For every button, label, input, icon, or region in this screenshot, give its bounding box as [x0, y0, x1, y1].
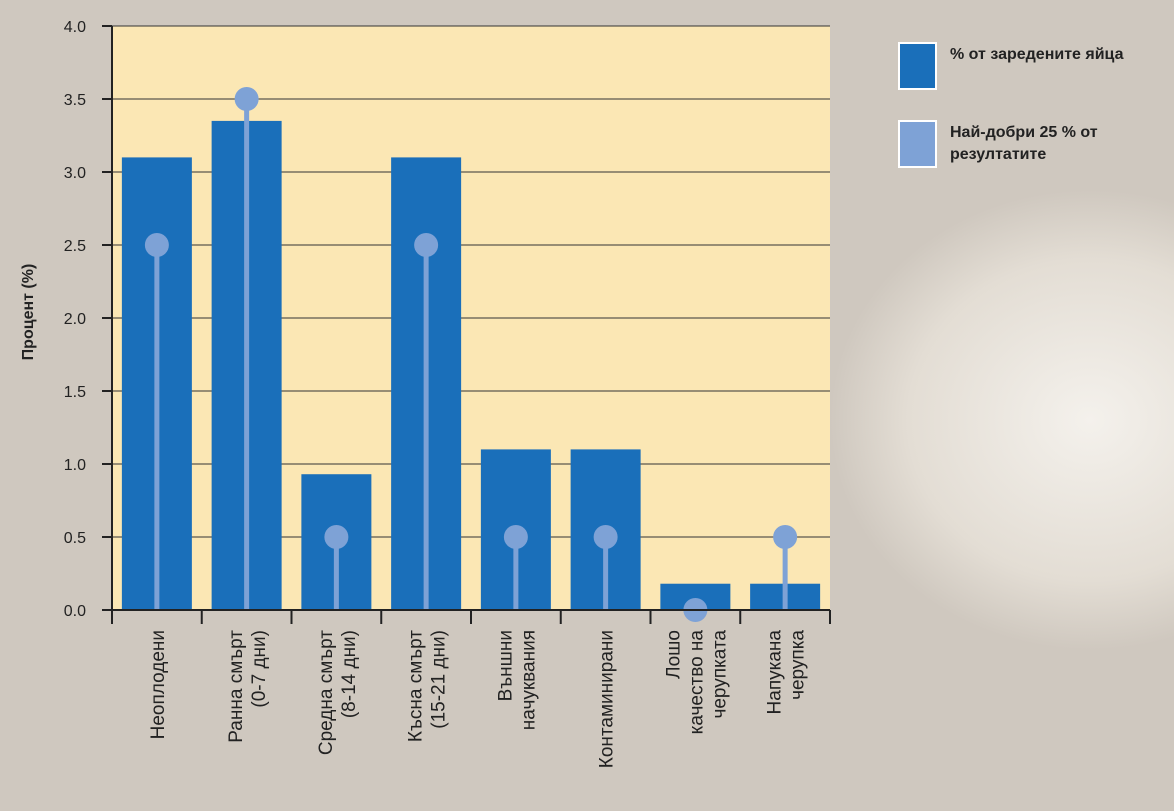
legend-label-best-25: Най-добри 25 % от резултатите — [950, 124, 1098, 163]
y-tick-label: 2.5 — [64, 238, 86, 255]
x-tick-label-line: Средна смърт — [316, 630, 337, 755]
y-tick-label: 0.0 — [64, 603, 86, 620]
legend: % от заредените яйца Най-добри 25 % от р… — [898, 42, 1168, 198]
x-tick-label: Средна смърт (8-14 дни) — [316, 630, 360, 755]
x-tick-label-line: Ранна смърт — [226, 630, 247, 743]
x-tick-label: Контаминирани — [597, 630, 618, 768]
x-tick-label-line: (0-7 дни) — [249, 630, 270, 708]
x-tick-label-line: Късна смърт — [406, 630, 427, 742]
x-tick-label: Напукана черупка — [765, 630, 809, 715]
y-tick-label: 4.0 — [64, 19, 86, 36]
x-tick-label: Ранна смърт (0-7 дни) — [226, 630, 270, 743]
x-tick-label: Външни начуквания — [495, 630, 539, 730]
legend-item-loaded-eggs: % от заредените яйца — [898, 42, 1168, 106]
lollipop-point — [234, 87, 259, 111]
legend-swatch-loaded-eggs — [898, 42, 937, 90]
lollipop-point — [773, 525, 798, 549]
legend-swatch-best-25 — [898, 120, 937, 168]
x-tick-label-line: (15-21 дни) — [429, 630, 450, 729]
y-tick-label: 1.5 — [64, 384, 86, 401]
lollipop-point — [144, 233, 169, 257]
x-tick-label-line: Неоплодени — [148, 630, 169, 739]
lollipop-point — [324, 525, 349, 549]
lollipop-point — [503, 525, 528, 549]
x-tick-label-line: (8-14 дни) — [339, 630, 360, 718]
y-tick-label: 0.5 — [64, 530, 86, 547]
x-tick-label: Неоплодени — [148, 630, 169, 739]
x-tick-label: Лошо качество на черупката — [663, 630, 730, 735]
x-tick-label-line: Външни — [495, 630, 516, 701]
x-tick-label: Късна смърт (15-21 дни) — [406, 630, 450, 742]
x-tick-label-line: черупката — [709, 630, 730, 719]
x-tick-label-line: Лошо — [663, 630, 684, 679]
legend-item-best-25: Най-добри 25 % от резултатите — [898, 120, 1168, 184]
lollipop-point — [593, 525, 618, 549]
x-tick-label-line: Напукана — [765, 630, 786, 715]
y-tick-label: 3.5 — [64, 92, 86, 109]
x-tick-label-line: начуквания — [518, 630, 539, 730]
y-axis-label: Процент (%) — [20, 263, 37, 361]
x-tick-label-line: Контаминирани — [597, 630, 618, 768]
x-tick-label-line: качество на — [686, 630, 707, 735]
y-tick-label: 1.0 — [64, 457, 86, 474]
legend-label-loaded-eggs: % от заредените яйца — [950, 46, 1124, 63]
x-tick-label-line: черупка — [788, 630, 809, 700]
y-tick-label: 3.0 — [64, 165, 86, 182]
lollipop-point — [414, 233, 439, 257]
y-tick-label: 2.0 — [64, 311, 86, 328]
